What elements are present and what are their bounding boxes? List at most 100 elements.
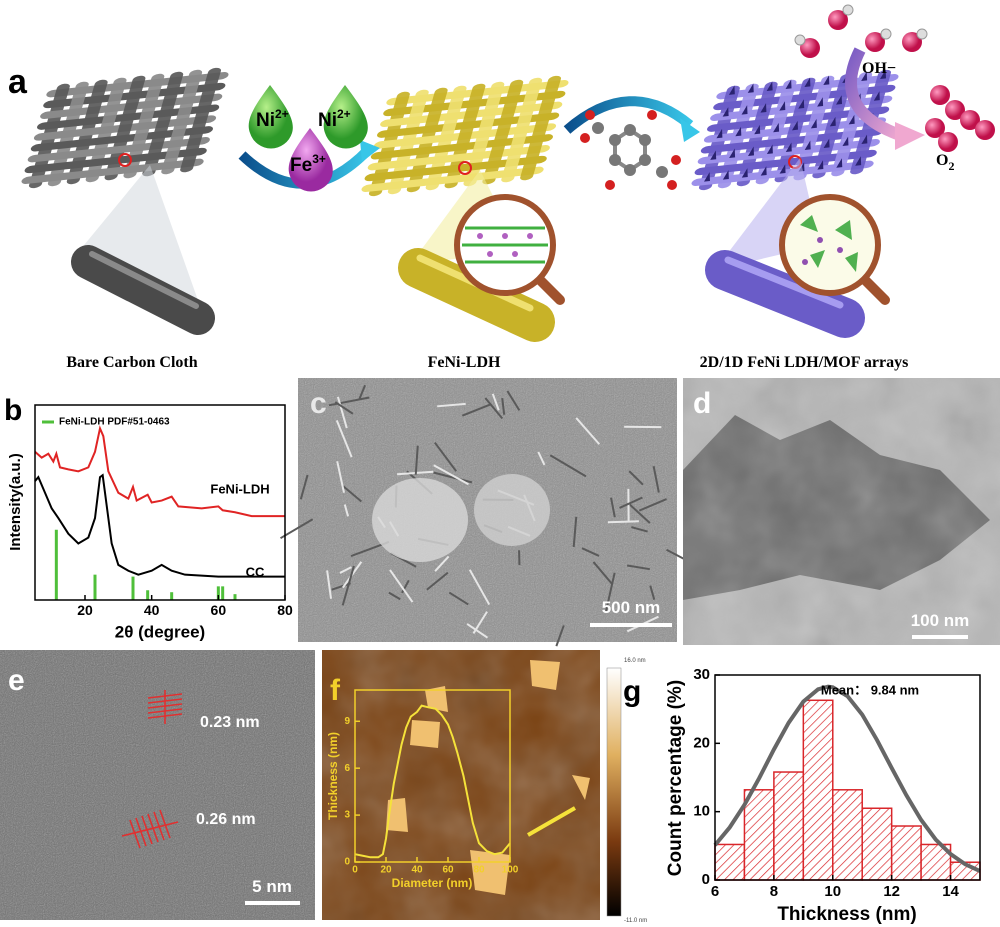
decor-polygon bbox=[386, 798, 408, 832]
cloth-illustrations bbox=[21, 67, 899, 197]
histogram-bar bbox=[714, 843, 746, 881]
flake bbox=[433, 471, 473, 484]
x-tick-label: 100 bbox=[502, 865, 519, 876]
decor-circle bbox=[828, 10, 848, 30]
flake bbox=[491, 393, 500, 411]
x-tick-label: 60 bbox=[211, 602, 227, 618]
series-label: CC bbox=[246, 564, 265, 579]
nanorod bbox=[716, 128, 723, 139]
decor-circle bbox=[865, 32, 885, 52]
panel-d: d 100 nm bbox=[683, 378, 1000, 645]
flake bbox=[434, 441, 457, 472]
panel-c: c 500 nm bbox=[280, 378, 696, 647]
colorbar bbox=[606, 667, 622, 917]
panel-f: 16.0 nm -11.0 nm bbox=[322, 650, 647, 924]
data-line bbox=[34, 425, 285, 518]
ion-label: Fe3+ bbox=[290, 152, 326, 176]
decor-circle bbox=[938, 132, 958, 152]
decor-circle bbox=[477, 233, 483, 239]
nanorod bbox=[836, 158, 843, 168]
ion-droplets bbox=[248, 85, 368, 192]
flake bbox=[328, 396, 370, 407]
panel-label: c bbox=[310, 387, 327, 420]
decor-circle bbox=[624, 124, 636, 136]
decor-g bbox=[580, 110, 681, 190]
nanorod bbox=[842, 136, 849, 147]
decor-g bbox=[800, 215, 858, 272]
plot-frame bbox=[354, 689, 511, 863]
panel-e: e 0.23 nm 0.26 nm 5 nm bbox=[0, 650, 315, 920]
panel-label: b bbox=[4, 394, 22, 427]
oxygen-base: O bbox=[936, 152, 948, 169]
nanorod bbox=[823, 138, 830, 149]
nanorod bbox=[855, 156, 862, 166]
flake bbox=[631, 526, 648, 533]
decor-circle bbox=[487, 251, 493, 257]
flake bbox=[466, 623, 489, 639]
flake bbox=[339, 566, 352, 574]
decor-circle bbox=[502, 233, 508, 239]
x-tick-label: 60 bbox=[442, 865, 454, 876]
annotation: Mean： 9.84 nm bbox=[821, 682, 919, 697]
nanorod bbox=[848, 114, 855, 125]
flake bbox=[414, 445, 419, 475]
histogram-bar bbox=[861, 807, 893, 881]
legend-label: FeNi-LDH PDF#51-0463 bbox=[59, 417, 170, 428]
molecules bbox=[800, 10, 995, 152]
flake bbox=[555, 625, 565, 647]
decor-circle bbox=[779, 194, 881, 296]
spacing-label: 0.26 nm bbox=[196, 811, 256, 828]
x-tick-label: 20 bbox=[380, 865, 392, 876]
histogram-bar bbox=[743, 789, 775, 881]
flake bbox=[437, 402, 466, 408]
flake bbox=[434, 555, 450, 572]
ion-charge: 2+ bbox=[275, 107, 289, 121]
decor-circle bbox=[667, 180, 677, 190]
fiber-cylinders bbox=[71, 245, 865, 342]
flake bbox=[575, 417, 601, 445]
flake bbox=[326, 570, 333, 599]
flake bbox=[336, 396, 348, 429]
flake bbox=[280, 518, 314, 540]
decor-polygon bbox=[895, 122, 925, 150]
decor-circle bbox=[902, 32, 922, 52]
flake bbox=[401, 579, 410, 594]
flake bbox=[461, 403, 491, 417]
flake bbox=[607, 520, 639, 524]
scale-label: 100 nm bbox=[911, 611, 970, 630]
lattice-fringes bbox=[121, 690, 183, 849]
flower bbox=[372, 478, 468, 562]
linker-molecule bbox=[580, 110, 681, 190]
nanorod bbox=[741, 168, 748, 178]
nanorod bbox=[810, 118, 817, 129]
flake bbox=[358, 384, 366, 400]
decor-polygon bbox=[845, 252, 858, 272]
decor-path bbox=[323, 85, 368, 149]
ion-charge: 2+ bbox=[337, 107, 351, 121]
series-label: FeNi-LDH bbox=[210, 481, 269, 496]
flake bbox=[343, 504, 350, 517]
colorbar-label: 16.0 nm bbox=[624, 658, 646, 664]
decor-line bbox=[89, 251, 199, 309]
flake bbox=[426, 571, 449, 591]
nanorod bbox=[804, 140, 811, 150]
fit-curve bbox=[713, 684, 981, 873]
hrtem-texture bbox=[0, 650, 315, 920]
fiber bbox=[180, 67, 222, 173]
fiber bbox=[501, 77, 543, 183]
decor-circle bbox=[609, 154, 621, 166]
hydrogens bbox=[794, 4, 928, 46]
y-tick-label: 30 bbox=[693, 666, 710, 683]
sem-flakes bbox=[280, 384, 696, 647]
panel-a: a Ni2+ Ni2+ Fe3+ bbox=[8, 4, 995, 371]
flake bbox=[572, 516, 578, 548]
histogram-bar bbox=[832, 789, 863, 881]
chart: g Mean： 9.84 nm 6 8 10 12 14 0 10 20 30 Thickness (… bbox=[623, 666, 981, 925]
panel-label: e bbox=[8, 664, 25, 697]
fiber bbox=[520, 75, 562, 181]
decor-polygon bbox=[425, 686, 448, 712]
decor-g bbox=[462, 226, 548, 264]
flake bbox=[581, 547, 600, 557]
